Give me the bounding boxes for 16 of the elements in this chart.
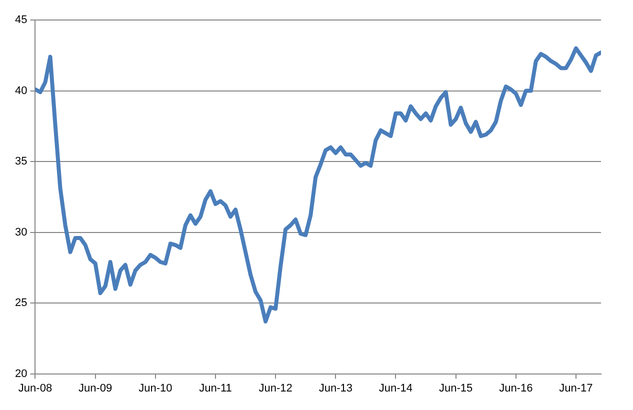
y-tick-label: 30 [14, 226, 28, 238]
y-tick-label: 35 [14, 156, 28, 168]
x-tick-label: Jun-11 [199, 382, 232, 394]
y-tick-label: 25 [14, 297, 28, 310]
x-tick-label: Jun-08 [18, 382, 52, 394]
y-tick-label: 45 [14, 14, 28, 26]
y-tick-label: 20 [14, 368, 28, 380]
x-tick-label: Jun-13 [318, 382, 352, 394]
x-tick-label: Jun-17 [559, 382, 593, 394]
x-tick-label: Jun-14 [378, 382, 413, 394]
y-tick-label: 40 [14, 84, 28, 97]
x-tick-label: Jun-10 [138, 382, 172, 394]
x-tick-label: Jun-15 [438, 382, 473, 394]
x-tick-label: Jun-09 [78, 382, 112, 394]
x-tick-label: Jun-16 [499, 382, 533, 394]
x-tick-label: Jun-12 [258, 382, 292, 394]
